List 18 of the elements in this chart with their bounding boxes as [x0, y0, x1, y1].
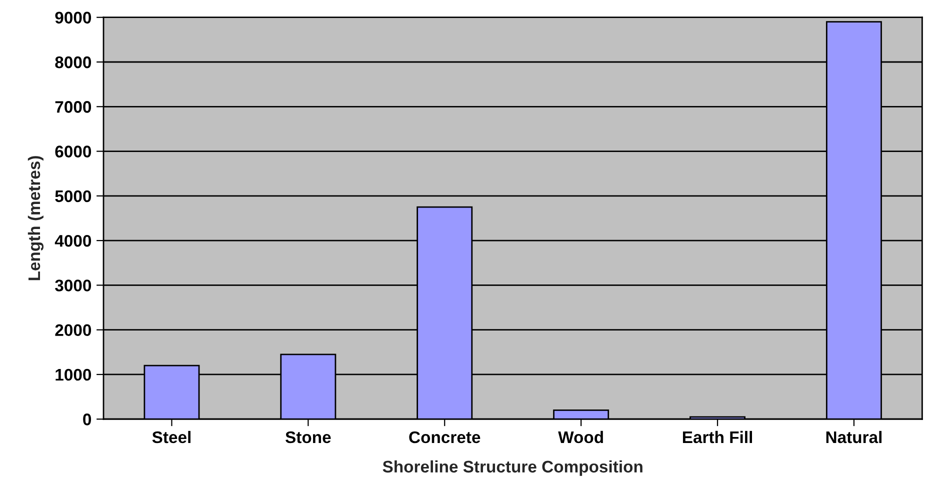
y-tick-label: 5000	[55, 190, 92, 202]
y-tick-label: 4000	[54, 234, 92, 247]
y-tick-label: 1000	[56, 368, 92, 381]
x-tick-label: Steel	[152, 430, 190, 444]
x-tick-label: Natural	[826, 430, 882, 444]
y-tick-label: 3000	[55, 280, 92, 292]
y-tick-label: 2000	[55, 324, 92, 336]
x-tick-label: Concrete	[409, 431, 480, 444]
y-tick-label: 0	[83, 414, 92, 426]
y-axis-title: Length (metres)	[28, 156, 44, 280]
y-tick-label: 7000	[55, 101, 92, 113]
x-tick-label: Earth Fill	[682, 430, 752, 444]
x-axis-title: Shoreline Structure Composition	[382, 460, 642, 476]
y-tick-label: 8000	[55, 56, 92, 68]
y-tick-label: 6000	[55, 146, 92, 158]
x-tick-label: Stone	[286, 431, 331, 444]
x-tick-label: Wood	[558, 430, 603, 444]
y-tick-label: 9000	[55, 12, 92, 24]
